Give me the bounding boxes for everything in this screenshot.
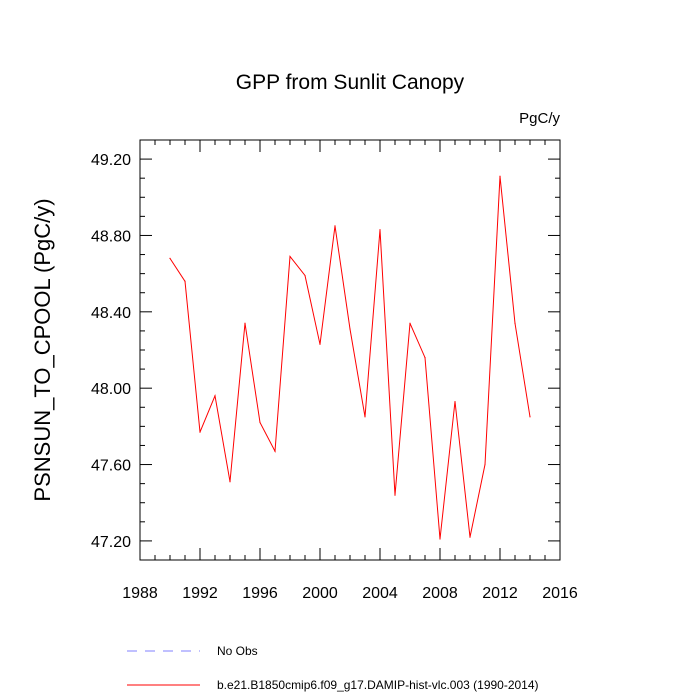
data-point xyxy=(514,322,516,324)
data-point xyxy=(409,322,411,324)
data-point xyxy=(289,255,291,258)
x-tick-label: 2004 xyxy=(362,585,398,602)
data-point xyxy=(229,481,231,483)
y-tick-label: 47.60 xyxy=(91,458,131,475)
data-point xyxy=(169,257,171,259)
units-label: PgC/y xyxy=(519,110,560,127)
data-point xyxy=(349,328,351,330)
y-axis-label: PSNSUN_TO_CPOOL (PgC/y) xyxy=(30,198,55,501)
y-tick-label: 48.00 xyxy=(91,381,131,398)
x-tick-label: 1992 xyxy=(182,585,218,602)
data-point xyxy=(499,175,501,177)
data-point xyxy=(364,416,366,418)
x-tick-label: 2008 xyxy=(422,585,458,602)
x-tick-labels: 1988 1992 1996 2000 2004 2008 2012 2016 xyxy=(122,585,578,602)
data-point xyxy=(334,225,336,227)
data-point xyxy=(184,280,186,282)
data-point xyxy=(379,229,381,231)
chart-title: GPP from Sunlit Canopy xyxy=(236,71,465,94)
data-point xyxy=(529,416,531,418)
data-point xyxy=(439,538,441,540)
data-point xyxy=(394,494,396,496)
series-layer xyxy=(169,175,531,540)
y-tick-labels: 47.20 47.60 48.00 48.40 48.80 49.20 xyxy=(91,152,131,551)
x-tick-label: 2000 xyxy=(302,585,338,602)
x-tick-label: 1988 xyxy=(122,585,158,602)
y-tick-label: 49.20 xyxy=(91,152,131,169)
legend-label-no-obs: No Obs xyxy=(217,644,258,658)
data-point xyxy=(484,463,486,466)
data-point xyxy=(199,431,201,433)
data-point xyxy=(319,343,321,345)
legend-label-model: b.e21.B1850cmip6.f09_g17.DAMIP-hist-vlc.… xyxy=(217,678,539,692)
data-point xyxy=(424,357,426,359)
axis-ticks xyxy=(139,139,561,561)
data-point xyxy=(304,274,306,277)
data-point xyxy=(469,536,471,538)
x-tick-label: 2012 xyxy=(482,585,518,602)
y-tick-label: 48.80 xyxy=(91,228,131,245)
series-line xyxy=(169,176,531,540)
x-tick-label: 1996 xyxy=(242,585,278,602)
data-point xyxy=(244,322,246,324)
y-tick-label: 48.40 xyxy=(91,305,131,322)
y-tick-label: 47.20 xyxy=(91,534,131,551)
x-tick-label: 2016 xyxy=(542,585,578,602)
data-point xyxy=(454,400,456,403)
plot-frame xyxy=(139,139,561,561)
data-point xyxy=(259,421,261,424)
legend: No Obs b.e21.B1850cmip6.f09_g17.DAMIP-hi… xyxy=(127,644,539,692)
data-point xyxy=(214,395,216,397)
data-point xyxy=(274,450,276,452)
